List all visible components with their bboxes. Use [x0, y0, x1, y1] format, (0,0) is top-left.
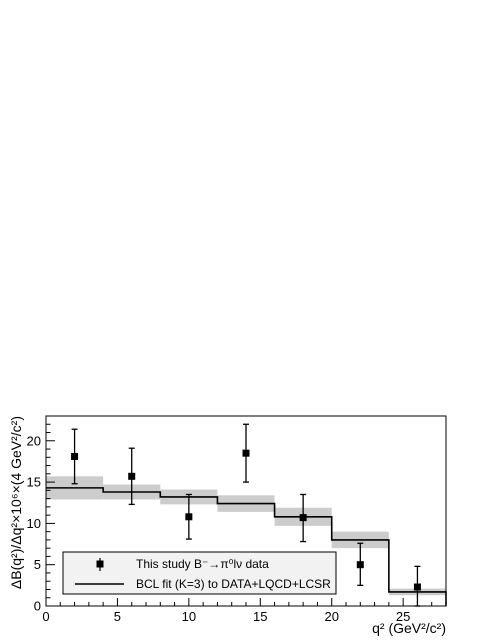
x-tick-label-5: 25 — [396, 609, 410, 624]
legend-marker-data — [96, 558, 104, 571]
y-tick-label-0: 0 — [34, 599, 41, 614]
legend-box — [62, 551, 337, 595]
x-axis-title: q² (GeV²/c²) — [372, 620, 446, 636]
y-axis-title: ΔB(q²)/Δq²×10⁶×(4 GeV²/c²) — [8, 416, 24, 589]
fit-step-path — [46, 487, 447, 606]
legend-label-fit: BCL fit (K=3) to DATA+LQCD+LCSR — [136, 577, 331, 591]
y-tick-label-4: 20 — [27, 433, 41, 448]
data-point-4 — [299, 514, 307, 522]
data-point-1 — [128, 472, 136, 480]
data-point-6 — [413, 583, 421, 591]
x-tick-label-4: 20 — [324, 609, 338, 624]
data-points — [71, 423, 421, 607]
x-tick-label-0: 0 — [42, 609, 49, 624]
y-tick-label-1: 5 — [34, 557, 41, 572]
y-tick-label-3: 15 — [27, 475, 41, 490]
fit-step-line — [46, 487, 447, 606]
legend-label-data: This study B⁻→π⁰lν data — [136, 557, 269, 571]
x-tick-label-1: 5 — [114, 609, 121, 624]
axes: 0 5 10 15 20 25 0 5 10 15 20 — [27, 415, 447, 624]
data-point-5 — [356, 561, 364, 569]
x-tick-label-2: 10 — [182, 609, 196, 624]
x-tick-label-3: 15 — [253, 609, 267, 624]
data-point-2 — [185, 513, 193, 521]
y-tick-label-2: 10 — [27, 516, 41, 531]
legend: This study B⁻→π⁰lν data BCL fit (K=3) to… — [62, 551, 337, 595]
data-point-3 — [242, 449, 250, 457]
data-point-0 — [71, 452, 79, 460]
